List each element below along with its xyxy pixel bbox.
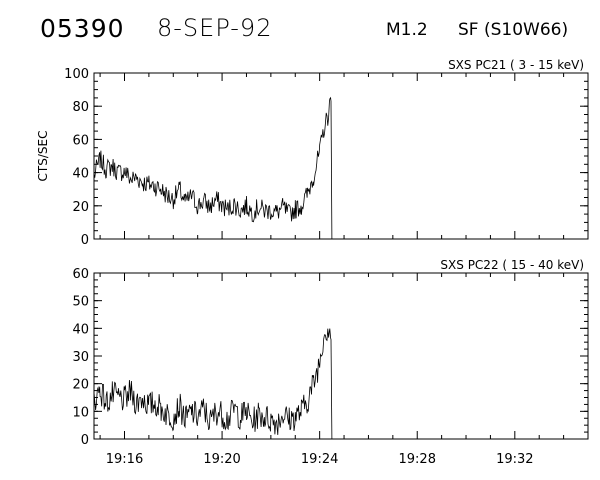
event-id: 05390 [40,14,125,43]
x-tick-label: 19:32 [496,452,533,467]
x-tick-label: 19:16 [106,452,143,467]
x-tick-label: 19:24 [301,452,338,467]
goes-class: M1.2 [386,20,428,40]
y-tick-label: 30 [72,350,89,365]
y-tick-label: 20 [72,200,89,215]
plot-frame [93,72,589,240]
y-tick-label: 0 [81,233,89,248]
y-axis-label: CTS/SEC [36,131,50,182]
x-tick-label: 19:28 [399,452,436,467]
y-tick-label: 50 [72,295,89,310]
panel-title: SXS PC22 ( 15 - 40 keV) [440,258,584,272]
event-date: 8-SEP-92 [157,14,273,42]
y-tick-label: 60 [72,267,89,282]
y-tick-label: 40 [72,322,89,337]
y-tick-label: 40 [72,167,89,182]
y-tick-label: 0 [81,433,89,448]
panel-title: SXS PC21 ( 3 - 15 keV) [448,58,584,72]
plot-frame [93,272,589,440]
x-tick-label: 19:20 [203,452,240,467]
series-line [93,96,333,240]
y-tick-label: 60 [72,133,89,148]
y-tick-label: 80 [72,100,89,115]
y-tick-label: 10 [72,405,89,420]
flare-location: SF (S10W66) [458,20,569,40]
series-line [93,328,333,440]
y-tick-label: 100 [64,67,89,82]
y-tick-label: 20 [72,378,89,393]
